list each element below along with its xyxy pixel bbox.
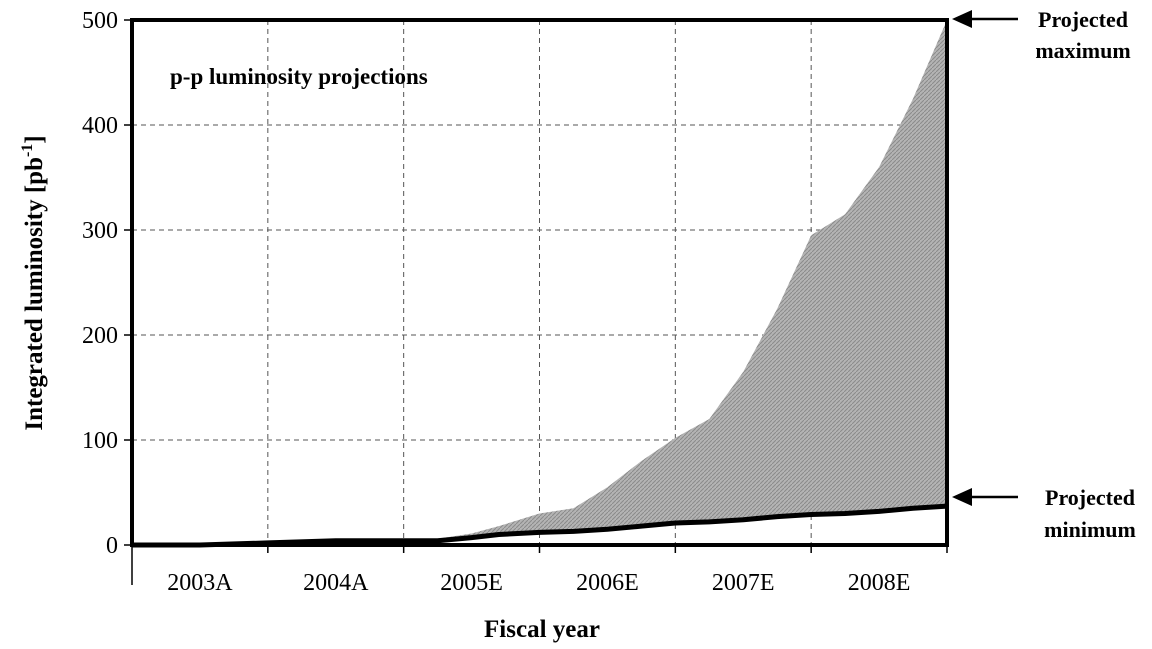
max-arrow-head	[952, 10, 972, 28]
y-tick-labels: 0 100 200 300 400 500	[82, 8, 118, 559]
y-tick-label: 500	[82, 8, 118, 34]
y-tick-label: 100	[82, 428, 118, 454]
min-label-line2: minimum	[1044, 517, 1136, 542]
y-axis-title: Integrated luminosity [pb-1]	[19, 135, 48, 430]
y-tick-label: 0	[106, 533, 118, 559]
max-label-line2: maximum	[1035, 38, 1130, 63]
projected-minimum-line	[132, 503, 948, 548]
x-tick-label: 2006E	[576, 570, 639, 596]
x-tick-label: 2007E	[712, 570, 775, 596]
x-tick-label: 2004A	[303, 570, 369, 596]
x-tick-label: 2008E	[848, 570, 911, 596]
plot-frame-layer	[124, 18, 949, 585]
x-tick-labels: 2003A 2004A 2005E 2006E 2007E 2008E	[167, 570, 910, 596]
y-axis-title-sup: -1	[19, 144, 36, 157]
projection-area-layer	[132, 20, 947, 545]
projected-maximum-annotation: Projected maximum	[952, 7, 1131, 63]
min-arrow-head	[952, 488, 972, 506]
y-tick-label: 200	[82, 323, 118, 349]
y-tick-label: 300	[82, 218, 118, 244]
minimum-line-layer	[132, 503, 948, 548]
y-tick-label: 400	[82, 113, 118, 139]
x-tick-label: 2005E	[440, 570, 503, 596]
x-axis-title: Fiscal year	[484, 616, 600, 643]
y-axis-title-main: Integrated luminosity [pb	[21, 157, 48, 431]
projected-minimum-annotation: Projected minimum	[952, 485, 1136, 542]
max-label-line1: Projected	[1038, 7, 1128, 32]
chart-title: p-p luminosity projections	[170, 64, 428, 89]
min-label-line1: Projected	[1045, 485, 1135, 510]
y-axis-title-end: ]	[21, 135, 48, 143]
projected-range-area	[132, 20, 947, 545]
x-tick-label: 2003A	[167, 570, 233, 596]
